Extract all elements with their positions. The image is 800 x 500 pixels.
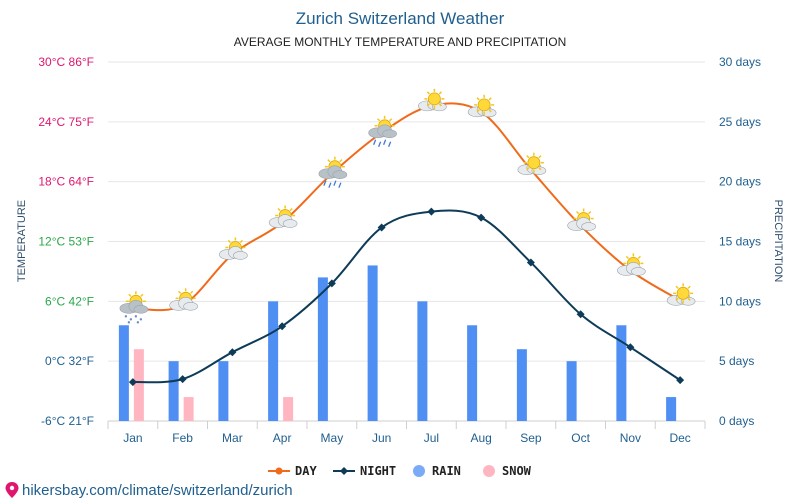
snow-bar[interactable] [283, 397, 294, 421]
grid [107, 61, 706, 429]
right-tick-label: 0 days [719, 414, 754, 428]
left-tick-label: -6°C 21°F [41, 414, 94, 428]
legend-night[interactable]: NIGHT [333, 464, 396, 478]
temperature-lines [132, 102, 681, 384]
weather-icons [119, 88, 696, 324]
cloud-snow-sun-icon [119, 291, 149, 324]
right-axis-label: PRECIPITATION [772, 200, 784, 283]
chart-title: Zurich Switzerland Weather [296, 9, 505, 28]
left-tick-label: 30°C 86°F [38, 55, 94, 69]
left-tick-label: 0°C 32°F [45, 354, 94, 368]
left-tick-label: 24°C 75°F [38, 115, 94, 129]
x-tick-label: Jun [372, 431, 391, 445]
legend: DAY NIGHT RAIN SNOW [268, 464, 532, 478]
cloud-rain-sun-icon [318, 156, 348, 188]
chart-subtitle: AVERAGE MONTHLY TEMPERATURE AND PRECIPIT… [234, 35, 567, 49]
night-point[interactable] [178, 375, 187, 384]
legend-night-label: NIGHT [360, 464, 396, 478]
right-tick-label: 15 days [719, 235, 761, 249]
x-tick-label: Jul [424, 431, 439, 445]
sun-cloud-icon [517, 152, 547, 175]
night-point[interactable] [327, 279, 336, 288]
cloud-rain-sun-icon [368, 115, 397, 148]
left-tick-label: 12°C 53°F [38, 235, 94, 249]
left-tick-label: 18°C 64°F [38, 175, 94, 189]
right-tick-label: 5 days [719, 354, 754, 368]
night-point[interactable] [576, 310, 585, 319]
right-axis-ticks: 30 days 25 days 20 days 15 days 10 days 5 day… [719, 55, 761, 428]
snow-bar[interactable] [133, 349, 144, 421]
snow-bar[interactable] [183, 397, 194, 421]
legend-day-marker-icon [275, 467, 283, 475]
legend-rain-marker-icon [413, 465, 425, 477]
rain-bar[interactable] [417, 301, 428, 421]
x-tick-label: Mar [222, 431, 243, 445]
precipitation-bars [118, 265, 677, 421]
night-point[interactable] [626, 343, 635, 352]
right-tick-label: 10 days [719, 294, 761, 308]
sun-cloud-icon [418, 88, 447, 112]
footer-link[interactable]: hikersbay.com/climate/switzerland/zurich [5, 482, 293, 499]
cloud-sun-icon [268, 205, 298, 228]
night-point[interactable] [228, 348, 237, 357]
x-tick-label: Jan [123, 431, 142, 445]
night-point[interactable] [676, 376, 685, 385]
sun-cloud-icon [666, 283, 696, 306]
rain-bar[interactable] [666, 397, 677, 421]
cloud-sun-icon [567, 208, 596, 231]
legend-rain-label: RAIN [432, 464, 461, 478]
rain-bar[interactable] [566, 361, 577, 421]
x-tick-label: Sep [520, 431, 542, 445]
rain-bar[interactable] [367, 265, 378, 421]
right-tick-label: 20 days [719, 175, 761, 189]
rain-bar[interactable] [268, 301, 279, 421]
left-tick-label: 6°C 42°F [45, 294, 94, 308]
legend-rain[interactable]: RAIN [413, 464, 461, 478]
legend-snow[interactable]: SNOW [483, 464, 532, 478]
night-point[interactable] [278, 322, 287, 331]
night-point[interactable] [377, 223, 386, 232]
night-point[interactable] [427, 207, 436, 216]
x-tick-label: Aug [470, 431, 491, 445]
right-tick-label: 30 days [719, 55, 761, 69]
night-point[interactable] [128, 378, 137, 387]
x-tick-label: Oct [571, 431, 590, 445]
x-axis-ticks: Jan Feb Mar Apr May Jun Jul Aug Sep Oct Nov Dec [123, 431, 691, 445]
left-axis-label: TEMPERATURE [16, 200, 28, 282]
rain-bar[interactable] [616, 325, 627, 421]
rain-bar[interactable] [467, 325, 478, 421]
legend-night-marker-icon [340, 467, 348, 475]
x-tick-label: Feb [172, 431, 193, 445]
rain-bar[interactable] [168, 361, 179, 421]
cloud-sun-icon [169, 288, 198, 311]
right-tick-label: 25 days [719, 115, 761, 129]
location-pin-icon [5, 482, 19, 498]
night-point[interactable] [526, 258, 535, 267]
rain-bar[interactable] [317, 277, 328, 421]
night-line [132, 209, 681, 384]
rain-bar[interactable] [516, 349, 527, 421]
cloud-sun-icon [219, 237, 248, 260]
rain-bar[interactable] [118, 325, 129, 421]
day-line [132, 102, 681, 312]
x-tick-label: Dec [669, 431, 690, 445]
legend-snow-label: SNOW [502, 464, 532, 478]
legend-snow-marker-icon [483, 465, 495, 477]
night-point[interactable] [477, 213, 486, 222]
footer-url[interactable]: hikersbay.com/climate/switzerland/zurich [22, 482, 293, 499]
legend-day[interactable]: DAY [268, 464, 317, 478]
left-axis-ticks: 30°C 86°F 24°C 75°F 18°C 64°F 12°C 53°F 6°C … [38, 55, 94, 428]
x-tick-label: Nov [620, 431, 641, 445]
legend-day-label: DAY [295, 464, 317, 478]
rain-bar[interactable] [218, 361, 229, 421]
x-tick-label: Apr [273, 431, 292, 445]
sun-cloud-icon [467, 94, 497, 118]
x-tick-label: May [321, 431, 344, 445]
cloud-sun-icon [617, 253, 646, 276]
